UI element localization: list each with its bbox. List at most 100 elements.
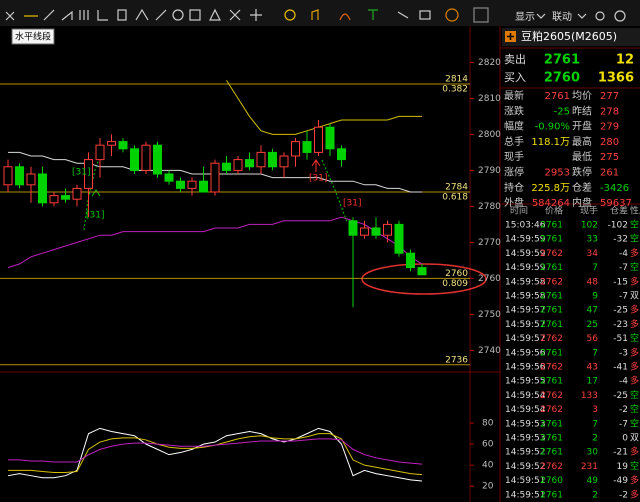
trade-cell: 空 xyxy=(630,460,639,472)
y-tick-label: 2780 xyxy=(478,202,501,212)
stat-label: 幅度 xyxy=(504,120,524,133)
trade-cell: -51 xyxy=(613,334,628,344)
candle-body xyxy=(188,181,196,188)
trade-cell: 空 xyxy=(630,233,639,245)
level-ratio: 0.618 xyxy=(442,193,468,203)
stat-value: 225.8万 xyxy=(531,183,570,194)
trade-cell: 3 xyxy=(592,405,598,415)
stat-label: 最低 xyxy=(572,150,592,163)
bid-price: 2760 xyxy=(544,71,580,86)
candle-body xyxy=(361,228,369,235)
trade-cell: 33 xyxy=(587,235,598,245)
stat-label: 最新 xyxy=(504,89,524,102)
stat-label: 开盘 xyxy=(572,120,592,133)
table-header: 价格 xyxy=(545,205,563,217)
trade-cell: 2761 xyxy=(540,292,563,302)
y-tick-label: 2770 xyxy=(478,238,501,248)
trade-cell: 133 xyxy=(581,391,598,401)
trade-cell: 2762 xyxy=(540,405,563,415)
trade-cell: 7 xyxy=(592,419,598,429)
candle-body xyxy=(280,156,288,167)
tooltip: 水平线段 xyxy=(15,31,51,43)
link-menu[interactable]: 联动 xyxy=(552,11,572,23)
signal-label: [31] xyxy=(86,211,104,221)
candle-body xyxy=(96,145,104,159)
trade-cell: 多 xyxy=(630,275,639,287)
candle-body xyxy=(50,196,58,203)
stat-label: 跌停 xyxy=(572,166,592,179)
trade-cell: 空 xyxy=(630,417,639,429)
trade-cell: -2 xyxy=(619,405,628,415)
trade-cell: 49 xyxy=(587,476,599,486)
trade-cell: 2762 xyxy=(540,391,563,401)
y-tick-label: 2820 xyxy=(478,58,501,68)
stat-value: -0.90% xyxy=(535,122,570,133)
stat-value: 2953 xyxy=(545,168,570,179)
trade-cell: 2761 xyxy=(540,221,563,231)
y-tick-label: 2760 xyxy=(478,274,501,284)
y-tick-label: 2810 xyxy=(478,94,501,104)
trade-cell: 空 xyxy=(630,403,639,415)
trade-cell: 56 xyxy=(587,334,599,344)
display-menu[interactable]: 显示 xyxy=(515,11,535,23)
trade-cell: 2761 xyxy=(540,419,563,429)
toolbar xyxy=(0,0,640,26)
trade-cell: -23 xyxy=(613,320,628,330)
candle-body xyxy=(303,142,311,153)
trade-cell: 多 xyxy=(630,318,639,330)
y-tick-label: 2800 xyxy=(478,130,501,140)
candle-body xyxy=(16,167,24,185)
trade-cell: 17 xyxy=(587,377,598,387)
trade-cell: -7 xyxy=(619,419,628,429)
trade-cell: -4 xyxy=(619,249,628,259)
trade-cell: 34 xyxy=(587,249,599,259)
trade-cell: 2761 xyxy=(540,263,563,273)
stat-label: 均价 xyxy=(572,90,592,102)
signal-label: [31] xyxy=(343,199,361,209)
trade-cell: 多 xyxy=(630,247,639,259)
bid-volume: 1366 xyxy=(598,71,634,86)
level-ratio: 0.382 xyxy=(442,85,468,95)
stat-label: 现手 xyxy=(504,150,524,163)
trade-cell: -2 xyxy=(619,490,628,500)
trade-cell: 102 xyxy=(581,221,598,231)
stat-label: 涨停 xyxy=(504,166,524,179)
trade-cell: 双 xyxy=(630,433,639,444)
candle-body xyxy=(269,152,277,166)
trade-cell: -15 xyxy=(613,277,628,287)
trade-cell: 2 xyxy=(592,490,598,500)
ask-label: 卖出 xyxy=(504,52,526,66)
candle-body xyxy=(27,174,35,185)
candle-body xyxy=(257,152,265,166)
trade-cell: 2762 xyxy=(540,462,563,472)
level-price: 2760 xyxy=(445,269,468,279)
candle-body xyxy=(349,221,357,235)
candle-body xyxy=(326,127,334,149)
candle-body xyxy=(384,224,392,235)
trade-cell: 0 xyxy=(622,434,628,444)
contract-title: 豆粕2605(M2605) xyxy=(521,29,617,43)
stat-label: 昨结 xyxy=(572,104,592,117)
candle-body xyxy=(4,167,12,185)
trade-cell: -4 xyxy=(619,377,628,387)
candle-body xyxy=(165,174,173,181)
trade-cell: 2761 xyxy=(540,320,563,330)
trade-cell: 7 xyxy=(592,263,598,273)
trade-cell: 231 xyxy=(581,462,598,472)
trade-cell: -32 xyxy=(613,235,628,245)
signal-label: [31] xyxy=(309,174,327,184)
trade-cell: -41 xyxy=(613,363,628,373)
trade-cell: 多 xyxy=(630,304,639,316)
candle-body xyxy=(131,149,139,171)
trade-cell: -25 xyxy=(613,391,628,401)
trade-cell: -7 xyxy=(619,292,628,302)
trade-cell: -25 xyxy=(613,306,628,316)
candle-body xyxy=(108,142,116,146)
trade-cell: 47 xyxy=(587,306,598,316)
stat-value: 261 xyxy=(600,168,619,179)
trade-cell: 7 xyxy=(592,348,598,358)
trade-cell: -7 xyxy=(619,263,628,273)
candle-body xyxy=(211,163,219,192)
trade-cell: 多 xyxy=(630,346,639,358)
